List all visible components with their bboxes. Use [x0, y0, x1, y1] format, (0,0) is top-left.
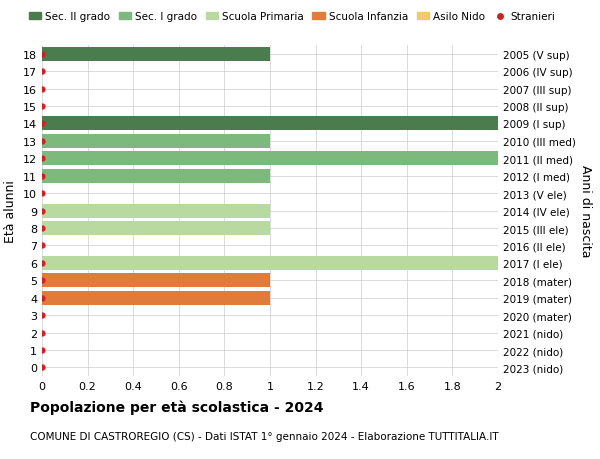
Legend: Sec. II grado, Sec. I grado, Scuola Primaria, Scuola Infanzia, Asilo Nido, Stran: Sec. II grado, Sec. I grado, Scuola Prim… [25, 8, 559, 27]
Bar [42, 274, 270, 288]
Bar [42, 134, 270, 149]
Bar [42, 152, 498, 166]
Bar [42, 48, 270, 62]
Bar [42, 291, 270, 305]
Bar [42, 204, 270, 218]
Bar [42, 117, 498, 131]
Bar [42, 169, 270, 183]
Y-axis label: Età alunni: Età alunni [4, 180, 17, 242]
Text: Popolazione per età scolastica - 2024: Popolazione per età scolastica - 2024 [30, 399, 323, 414]
Bar [42, 222, 270, 235]
Y-axis label: Anni di nascita: Anni di nascita [580, 165, 592, 257]
Text: COMUNE DI CASTROREGIO (CS) - Dati ISTAT 1° gennaio 2024 - Elaborazione TUTTITALI: COMUNE DI CASTROREGIO (CS) - Dati ISTAT … [30, 431, 499, 442]
Bar [42, 257, 498, 270]
